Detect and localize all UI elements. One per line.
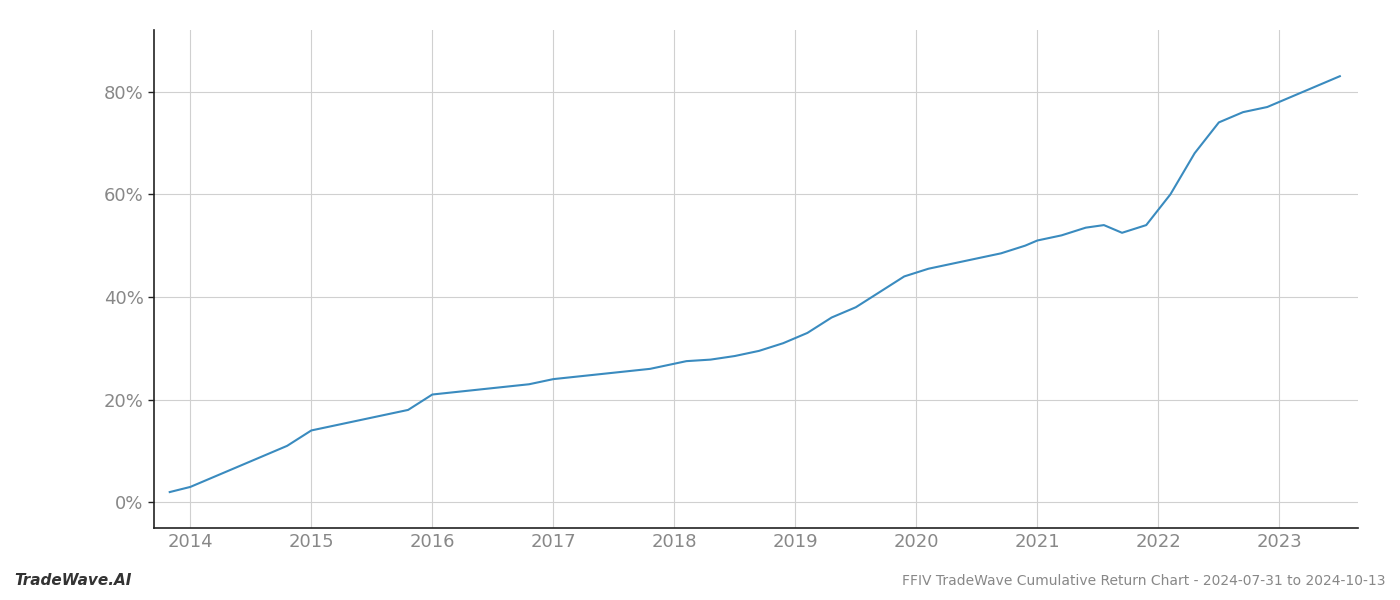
Text: FFIV TradeWave Cumulative Return Chart - 2024-07-31 to 2024-10-13: FFIV TradeWave Cumulative Return Chart -… xyxy=(903,574,1386,588)
Text: TradeWave.AI: TradeWave.AI xyxy=(14,573,132,588)
